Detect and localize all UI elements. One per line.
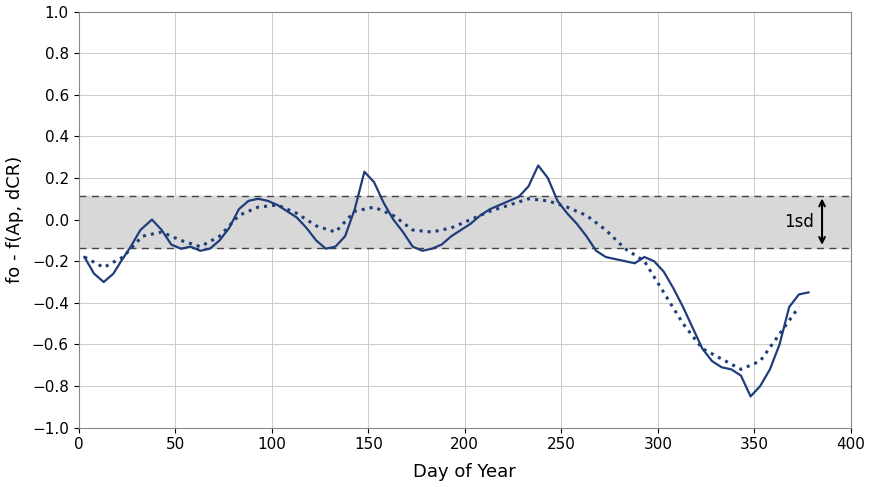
Text: 1sd: 1sd [785,213,814,231]
X-axis label: Day of Year: Day of Year [414,464,517,482]
Y-axis label: fo - f(Ap, dCR): fo - f(Ap, dCR) [5,156,24,283]
Bar [78,196,851,248]
